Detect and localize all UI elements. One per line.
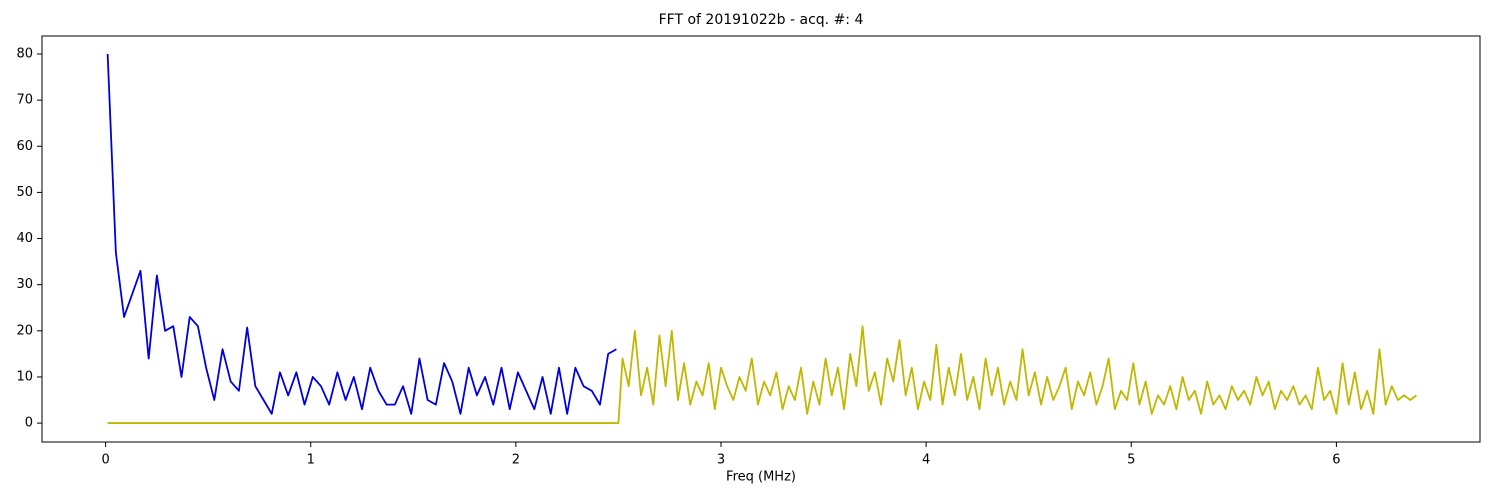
series-line bbox=[106, 53, 617, 415]
x-axis-label: Freq (MHz) bbox=[726, 470, 796, 485]
x-tick-label: 2 bbox=[512, 453, 520, 468]
y-tick-label: 40 bbox=[16, 231, 33, 246]
y-tick-label: 80 bbox=[16, 46, 33, 61]
x-tick-label: 6 bbox=[1332, 453, 1340, 468]
plot-frame bbox=[41, 35, 1481, 443]
chart-title: FFT of 20191022b - acq. #: 4 bbox=[659, 12, 864, 28]
series-line bbox=[107, 325, 1417, 424]
y-tick-label: 20 bbox=[16, 323, 33, 338]
y-tick-label: 50 bbox=[16, 185, 33, 200]
x-tick-label: 1 bbox=[307, 453, 315, 468]
y-tick-label: 60 bbox=[16, 139, 33, 154]
y-tick-label: 70 bbox=[16, 93, 33, 108]
y-tick-label: 10 bbox=[16, 369, 33, 384]
x-tick-label: 0 bbox=[101, 453, 109, 468]
y-tick-label: 30 bbox=[16, 277, 33, 292]
x-tick-label: 4 bbox=[922, 453, 930, 468]
x-tick-label: 3 bbox=[717, 453, 725, 468]
y-tick-label: 0 bbox=[25, 416, 33, 431]
x-tick-label: 5 bbox=[1127, 453, 1135, 468]
